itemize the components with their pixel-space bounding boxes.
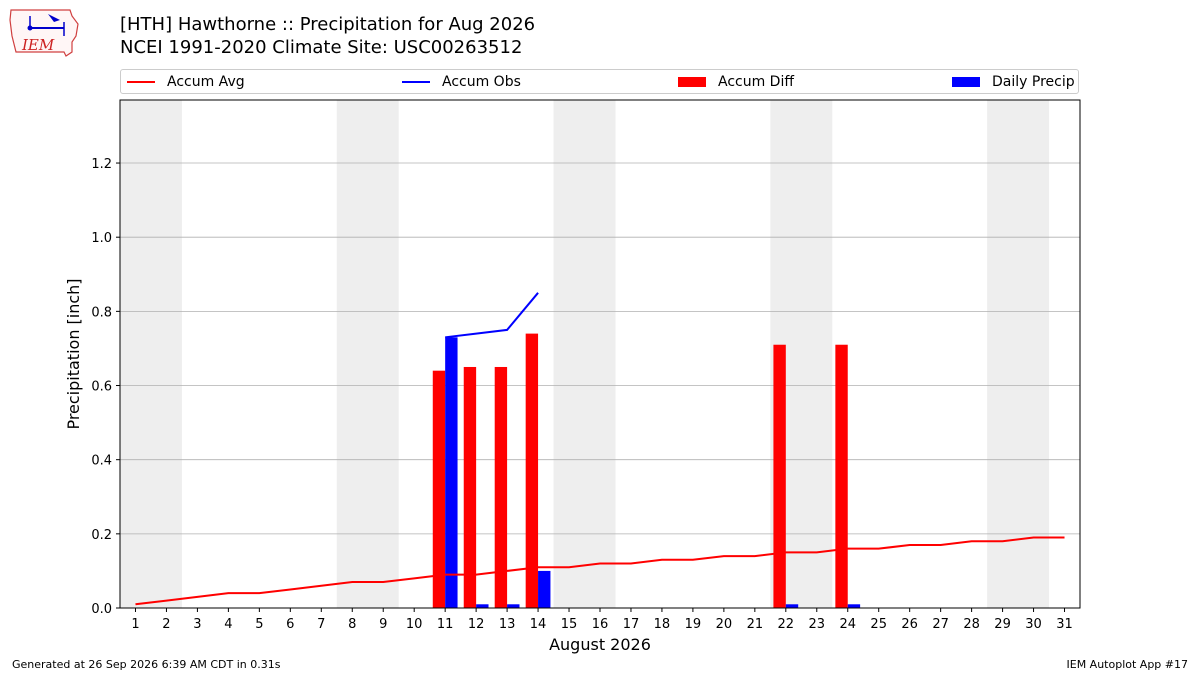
x-tick-label: 11 bbox=[437, 617, 454, 632]
accum-obs-line bbox=[445, 292, 539, 339]
accum-diff-bar bbox=[432, 370, 446, 608]
daily-precip-bar bbox=[847, 604, 861, 608]
x-tick-label: 19 bbox=[685, 617, 702, 632]
wind-vane-icon bbox=[48, 14, 60, 22]
x-tick-label: 26 bbox=[901, 617, 918, 632]
accum-diff-bar bbox=[494, 366, 508, 608]
iem-logo: IEM bbox=[9, 9, 79, 57]
accum-diff-bar bbox=[773, 344, 786, 608]
y-tick-label: 0.2 bbox=[91, 528, 112, 543]
weekend-band bbox=[987, 100, 1050, 608]
x-tick-label: 31 bbox=[1056, 617, 1073, 632]
y-tick-label: 1.2 bbox=[91, 157, 112, 172]
y-tick-label: 0.6 bbox=[91, 380, 112, 395]
x-tick-label: 17 bbox=[623, 617, 640, 632]
x-tick-label: 22 bbox=[778, 617, 795, 632]
y-tick-label: 0.8 bbox=[91, 305, 112, 320]
legend-item-accum-diff: Accum Diff bbox=[678, 73, 794, 91]
logo-text: IEM bbox=[21, 36, 55, 54]
legend-label-accum-avg: Accum Avg bbox=[167, 74, 245, 90]
legend-item-accum-avg: Accum Avg bbox=[127, 73, 245, 91]
accum-avg-line bbox=[135, 536, 1065, 606]
weekend-band bbox=[120, 100, 182, 608]
chart-subtitle: NCEI 1991-2020 Climate Site: USC00263512 bbox=[120, 37, 523, 58]
y-axis-label: Precipitation [inch] bbox=[64, 278, 83, 429]
x-tick-label: 1 bbox=[131, 617, 139, 632]
x-tick-label: 13 bbox=[499, 617, 516, 632]
x-tick-label: 30 bbox=[1025, 617, 1042, 632]
x-tick-label: 2 bbox=[162, 617, 170, 632]
legend: Accum Avg Accum Obs Accum Diff Daily Pre… bbox=[120, 69, 1079, 94]
daily-precip-bar bbox=[538, 570, 551, 608]
x-tick-label: 29 bbox=[994, 617, 1011, 632]
legend-label-accum-diff: Accum Diff bbox=[718, 74, 795, 90]
x-tick-label: 12 bbox=[468, 617, 485, 632]
daily-precip-bar bbox=[785, 604, 799, 608]
daily-precip-bar bbox=[507, 604, 520, 608]
x-tick-label: 9 bbox=[379, 617, 387, 632]
y-tick-label: 0.4 bbox=[91, 454, 112, 469]
legend-swatch-blue-box-icon bbox=[952, 77, 980, 87]
legend-item-daily-precip: Daily Precip bbox=[952, 73, 1075, 91]
legend-label-accum-obs: Accum Obs bbox=[442, 74, 521, 90]
x-tick-label: 6 bbox=[286, 617, 294, 632]
x-tick-label: 25 bbox=[870, 617, 887, 632]
accum-diff-bar bbox=[525, 333, 539, 608]
generated-timestamp: Generated at 26 Sep 2026 6:39 AM CDT in … bbox=[12, 658, 281, 671]
legend-item-accum-obs: Accum Obs bbox=[402, 73, 521, 91]
x-tick-label: 10 bbox=[406, 617, 423, 632]
x-tick-label: 21 bbox=[747, 617, 764, 632]
x-tick-label: 28 bbox=[963, 617, 980, 632]
x-tick-label: 16 bbox=[592, 617, 609, 632]
daily-precip-bar bbox=[476, 604, 489, 608]
accum-diff-bar bbox=[463, 366, 477, 608]
legend-swatch-blue-line-icon bbox=[402, 81, 430, 83]
weekend-band bbox=[336, 100, 399, 608]
app-credit: IEM Autoplot App #17 bbox=[1066, 658, 1189, 671]
x-tick-label: 24 bbox=[839, 617, 856, 632]
x-tick-label: 8 bbox=[348, 617, 356, 632]
x-tick-label: 4 bbox=[224, 617, 232, 632]
x-tick-label: 3 bbox=[193, 617, 201, 632]
x-tick-label: 20 bbox=[716, 617, 733, 632]
x-tick-label: 14 bbox=[530, 617, 547, 632]
y-tick-label: 1.0 bbox=[91, 231, 112, 246]
x-tick-label: 15 bbox=[561, 617, 578, 632]
accum-diff-bar bbox=[835, 344, 848, 608]
legend-swatch-red-line-icon bbox=[127, 81, 155, 83]
legend-swatch-red-box-icon bbox=[678, 77, 706, 87]
daily-precip-bar bbox=[445, 337, 458, 608]
y-tick-label: 0.0 bbox=[91, 602, 112, 617]
chart-title: [HTH] Hawthorne :: Precipitation for Aug… bbox=[120, 14, 536, 35]
x-tick-label: 5 bbox=[255, 617, 263, 632]
legend-label-daily-precip: Daily Precip bbox=[992, 74, 1075, 90]
x-tick-label: 18 bbox=[654, 617, 671, 632]
x-tick-label: 23 bbox=[809, 617, 826, 632]
x-tick-label: 7 bbox=[317, 617, 325, 632]
iowa-state-outline-icon bbox=[9, 9, 79, 57]
weekend-band bbox=[553, 100, 616, 608]
x-tick-label: 27 bbox=[932, 617, 949, 632]
x-axis-label: August 2026 bbox=[549, 635, 651, 654]
